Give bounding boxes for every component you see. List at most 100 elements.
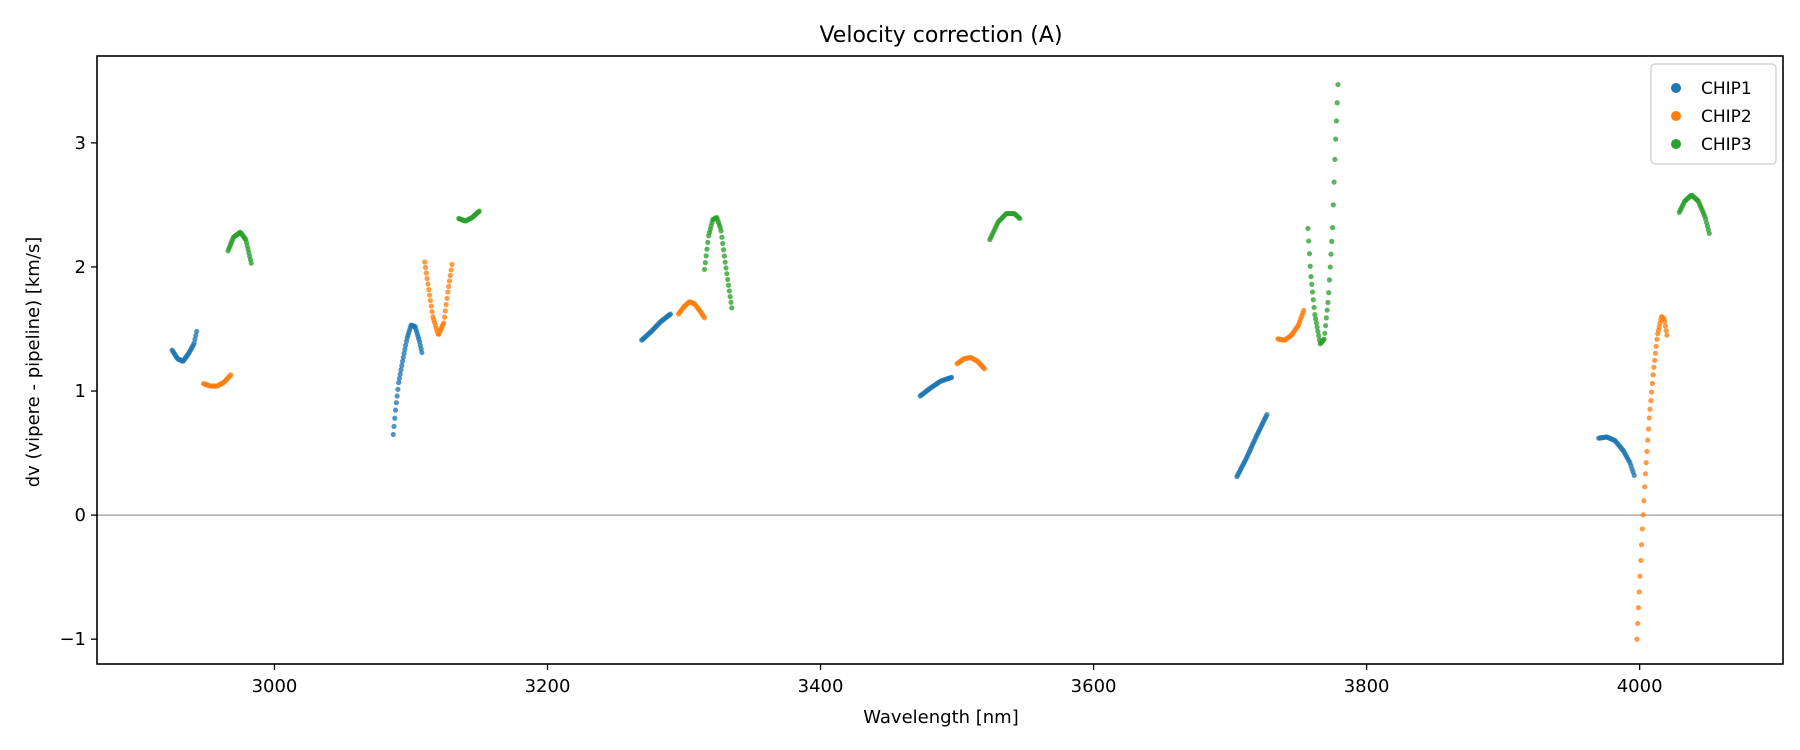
chip3-point [1315,328,1321,335]
legend-label-chip1: CHIP1 [1701,79,1752,99]
chip3-point [248,260,254,266]
legend-marker-chip1 [1671,83,1681,93]
chip2-point [981,366,987,372]
chip2-point [1662,318,1668,325]
chip2-point [443,302,449,308]
chip2-point [426,286,432,293]
chip3-point [1323,315,1329,321]
chip3-point [723,265,729,271]
chip3-point [728,299,734,305]
chip2-point [1301,307,1307,313]
chip3-point [1326,290,1332,296]
chip2-point [1647,406,1653,412]
y-tick-label: 2 [75,257,86,278]
chip2-point [424,275,430,282]
chip3-point [1706,230,1712,237]
chip1-point [399,358,406,365]
chip3-point [1017,215,1023,222]
x-tick-label: 3400 [798,676,844,697]
chip3-point [1306,251,1313,257]
y-tick-label: 3 [75,133,86,154]
chip1-point [393,400,399,406]
chip3-point [1311,304,1317,311]
chip3-point [703,253,709,259]
chip2-point [1663,328,1669,334]
chip1-point [1631,472,1637,478]
chip3-point [718,228,724,234]
chip2-point [1649,380,1655,386]
chip1-point [391,423,397,429]
x-axis-label: Wavelength [nm] [863,707,1019,728]
chip2-point [1650,372,1656,378]
series-chip2 [200,259,1670,642]
chip3-point [1306,238,1312,244]
chip2-point [449,261,455,268]
chip1-point [392,407,399,413]
chip3-point [1329,225,1336,231]
chip3-point [1332,156,1338,162]
chip3-point [1313,316,1319,322]
y-axis: −1 0 1 2 3 [59,133,97,650]
chip1-point [397,371,403,377]
chip3-point [704,246,710,252]
chip3-point [1333,136,1339,142]
chip2-point [1652,357,1658,363]
chip1-point [396,375,403,381]
chip3-point [1334,100,1340,106]
legend: CHIP1 CHIP2 CHIP3 [1650,63,1777,165]
chip3-point [1313,320,1319,326]
chip2-point [1638,557,1644,564]
chip2-point [1648,389,1655,395]
y-tick-label: 0 [75,505,86,526]
chip3-point [1308,274,1314,280]
chip2-point [1637,573,1643,579]
y-axis-label: dv (vipere - pipeline) [km/s] [23,237,44,488]
chip1-point [390,431,396,438]
chip3-point [1324,307,1330,313]
chip1-point [667,311,673,317]
chip2-point [1641,498,1647,504]
chip2-point [1648,398,1654,404]
chip3-point [1316,333,1322,339]
chip1-point [400,354,406,360]
chip2-point [1640,512,1646,518]
chip2-point [1662,323,1669,329]
chip2-point [441,320,447,326]
chart-title: Velocity correction (A) [819,23,1062,48]
chip2-point [1642,471,1648,477]
chip3-point [1335,81,1341,88]
chip2-point [1639,526,1645,532]
chip3-point [1321,336,1327,342]
chip2-point [1654,336,1660,342]
chip2-point [1645,426,1652,432]
plot-frame [96,55,1784,665]
chip1-point [419,349,425,356]
chip2-point [1646,415,1652,421]
chip3-point [721,253,727,259]
chip3-point [701,266,708,273]
chip2-point [429,309,435,315]
chip3-point [726,288,732,294]
chip3-point [1328,251,1334,257]
chip3-point [725,282,732,288]
chip2-point [441,314,448,320]
chip2-point [425,281,431,287]
chip2-point [1653,343,1659,349]
chip2-point [1634,636,1640,642]
chip2-point [446,283,452,290]
chip2-point [444,295,450,301]
chip3-point [1327,264,1333,270]
chip3-point [724,271,730,277]
chip2-point [448,267,454,273]
chip2-point [423,270,429,276]
chip2-point [428,303,434,309]
legend-label-chip2: CHIP2 [1701,107,1752,127]
chip3-point [1331,179,1337,185]
chip3-point [1326,277,1333,283]
chip2-point [1636,589,1642,595]
chip1-point [402,346,408,352]
chip3-point [1305,225,1311,232]
chip1-point [1264,412,1270,418]
chip3-point [1314,324,1320,330]
